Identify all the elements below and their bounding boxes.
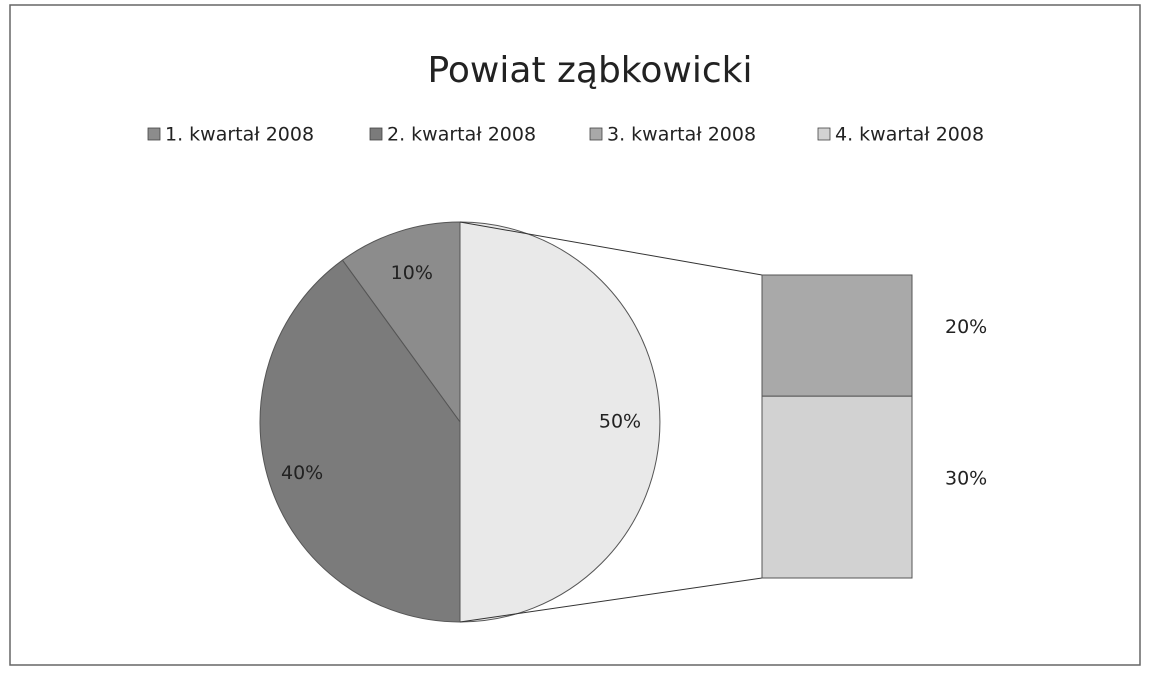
legend-label: 4. kwartał 2008 xyxy=(835,124,984,146)
connector xyxy=(459,577,763,623)
bar-segment xyxy=(761,274,913,397)
legend-swatch xyxy=(147,127,161,141)
data-label: 20% xyxy=(945,316,987,338)
legend-label: 3. kwartał 2008 xyxy=(607,124,756,146)
connector xyxy=(459,221,763,276)
legend-swatch xyxy=(589,127,603,141)
data-label: 10% xyxy=(391,262,433,284)
bar-segment xyxy=(761,395,913,579)
chart-title: Powiat ząbkowicki xyxy=(427,50,752,91)
data-label: 50% xyxy=(599,411,641,433)
legend-swatch xyxy=(369,127,383,141)
pie-slice xyxy=(259,259,461,623)
pie-slice xyxy=(341,221,461,424)
legend-swatch xyxy=(817,127,831,141)
legend-label: 2. kwartał 2008 xyxy=(387,124,536,146)
pie-slice xyxy=(459,221,661,623)
data-label: 40% xyxy=(281,462,323,484)
legend-label: 1. kwartał 2008 xyxy=(165,124,314,146)
data-label: 30% xyxy=(945,468,987,490)
